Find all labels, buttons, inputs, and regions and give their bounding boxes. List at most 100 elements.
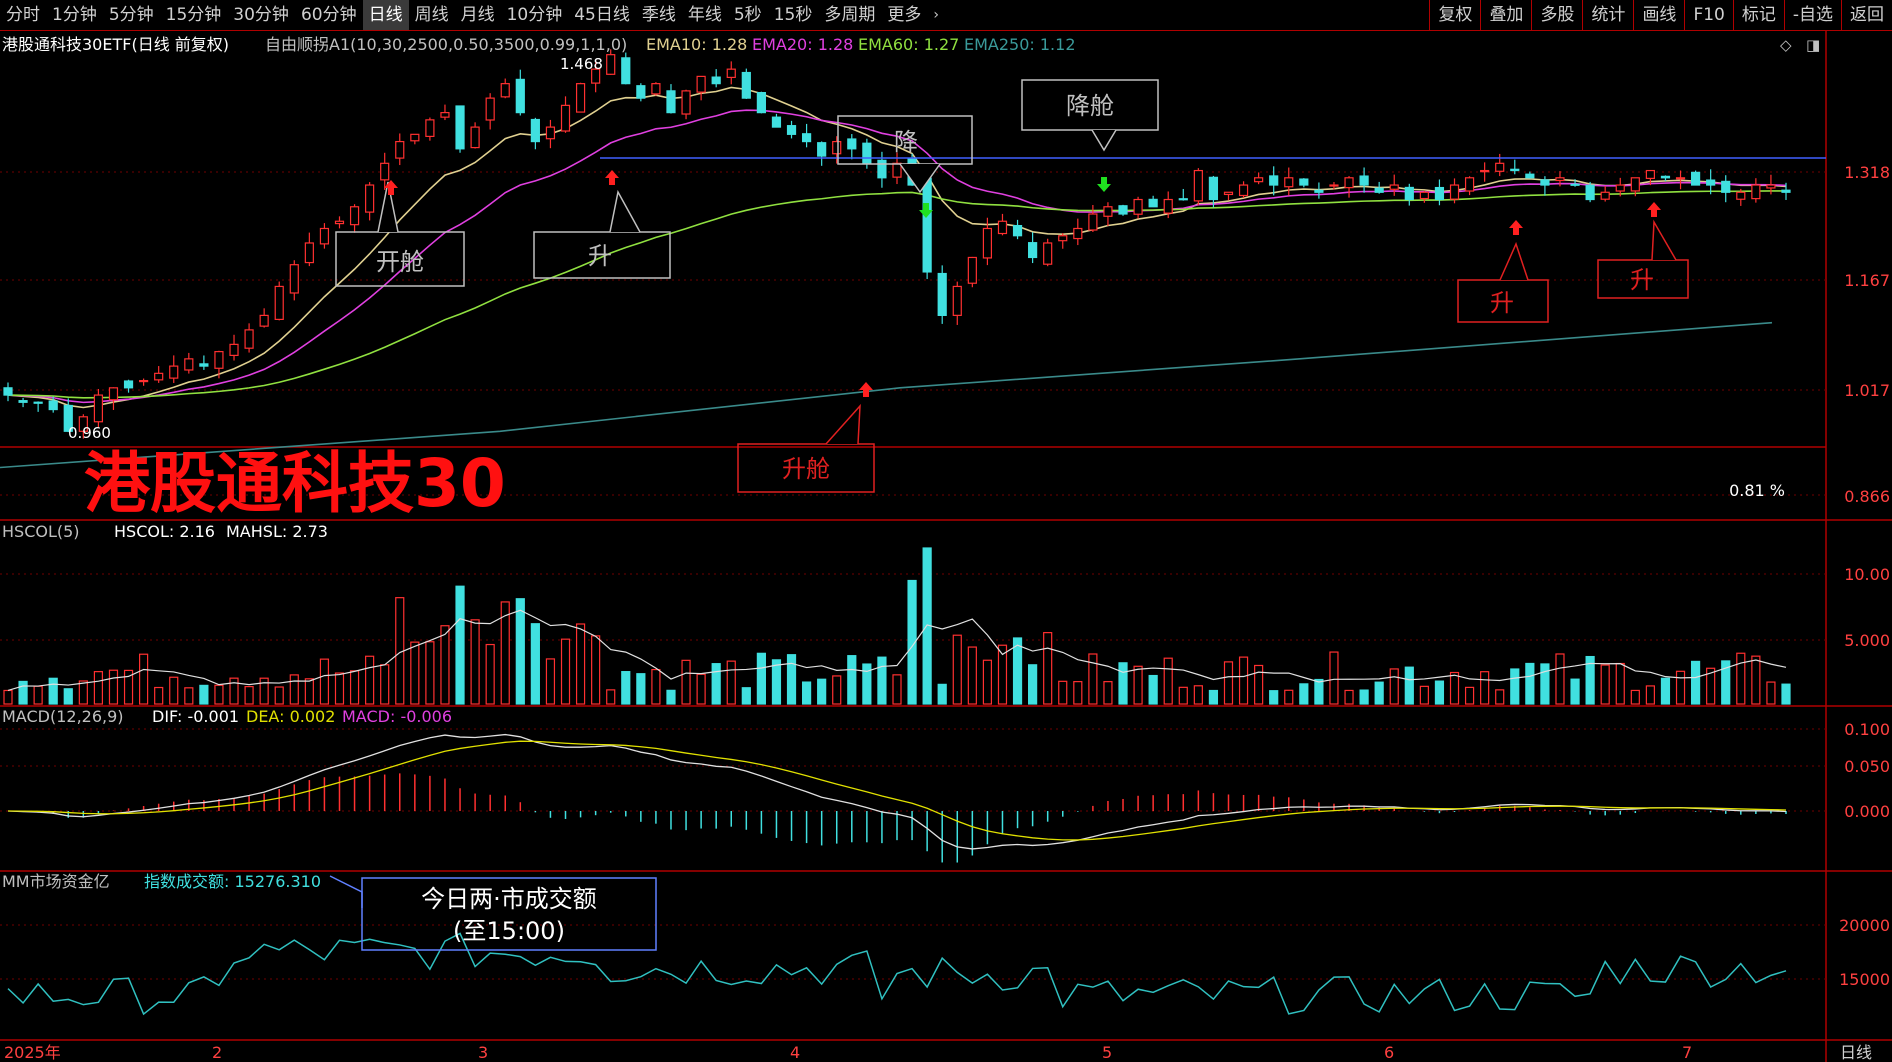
candle-body (139, 379, 149, 383)
price-panel-header: 港股通科技30ETF(日线 前复权) 自由顺拐A1(10,30,2500,0.5… (2, 35, 1076, 54)
fund-callout: 今日两·市成交额 (至15:00) (329, 875, 657, 951)
callout-open: 开舱 (335, 181, 465, 287)
candle-body (1585, 184, 1595, 201)
tab-3[interactable]: 15分钟 (165, 5, 222, 25)
diamond-icon[interactable]: ◇ (1780, 36, 1792, 54)
tab-0[interactable]: 分时 (6, 5, 40, 25)
volume-bar (801, 681, 812, 705)
tool-3[interactable]: 统计 (1582, 0, 1633, 30)
fund-line (7, 932, 1787, 1016)
tool-6[interactable]: 标记 (1732, 0, 1784, 30)
volume-bar (877, 656, 887, 705)
tool-8[interactable]: 返回 (1841, 0, 1892, 30)
tab-13[interactable]: 5秒 (733, 5, 762, 25)
tool-4[interactable]: 画线 (1633, 0, 1684, 30)
chevron-right-icon[interactable]: › (933, 7, 939, 23)
tab-14[interactable]: 15秒 (773, 5, 813, 25)
volume-bar (199, 684, 209, 705)
callout-line1: 今日两·市成交额 (421, 885, 597, 913)
tab-15[interactable]: 多周期 (824, 5, 876, 25)
tab-1[interactable]: 1分钟 (52, 5, 97, 25)
x-label: 4 (790, 1043, 800, 1062)
tool-0[interactable]: 复权 (1429, 0, 1480, 30)
volume-bar (1615, 662, 1625, 705)
candle-body (108, 387, 119, 401)
candle-body (967, 256, 977, 284)
tab-7[interactable]: 周线 (414, 5, 449, 25)
volume-bar (1645, 685, 1655, 705)
volume-bar (139, 653, 149, 705)
price-title: 港股通科技30ETF(日线 前复权) (2, 35, 229, 54)
candle-body (575, 83, 586, 113)
volume-bar (907, 579, 917, 705)
volume-bar (741, 687, 751, 705)
callout-text: 升舱 (782, 455, 830, 483)
callout-text: 降舱 (1066, 92, 1114, 120)
candle-body (952, 285, 962, 316)
candle-body (18, 400, 28, 403)
volume-bar (1675, 670, 1686, 705)
tool-7[interactable]: -自选 (1783, 0, 1841, 30)
y-tick: 15000 (1839, 970, 1890, 989)
callout-reduce: 降舱 (1021, 79, 1159, 152)
volume-bar (93, 671, 104, 705)
candle-body (591, 68, 601, 84)
candle-body (1314, 189, 1324, 193)
tab-9[interactable]: 10分钟 (506, 5, 563, 25)
y-tick: 0.866 (1844, 487, 1890, 506)
volume-bar (1103, 681, 1113, 705)
volume-bar (1464, 686, 1475, 705)
candle-body (1781, 189, 1791, 193)
candle-body (545, 126, 556, 140)
candle-body (380, 162, 390, 181)
callout-text: 升 (1490, 289, 1514, 317)
callout-text: 开舱 (376, 248, 424, 276)
candle-body (1043, 242, 1053, 265)
volume-bar (530, 623, 540, 705)
x-label: 6 (1384, 1043, 1394, 1062)
tool-5[interactable]: F10 (1684, 0, 1732, 30)
volume-bar (1088, 653, 1098, 705)
tool-2[interactable]: 多股 (1531, 0, 1582, 30)
chart-canvas[interactable]: 港股通科技30ETF(日线 前复权) 自由顺拐A1(10,30,2500,0.5… (0, 30, 1892, 1062)
volume-bar (63, 688, 73, 705)
ema10-label: EMA10: 1.28 (646, 35, 747, 54)
candle-body (33, 401, 43, 404)
tab-16[interactable]: 更多 (887, 5, 922, 25)
callout-up1: 升 (533, 189, 671, 279)
candle-body (274, 285, 284, 321)
candle-body (229, 343, 239, 357)
tab-10[interactable]: 45日线 (574, 5, 630, 25)
candle-body (48, 400, 58, 411)
volume-bar (169, 676, 179, 705)
period-label: 日线 (1840, 1043, 1872, 1062)
dif-value: DIF: -0.001 (152, 707, 239, 726)
hscol-value: HSCOL: 2.16 (114, 522, 215, 541)
tab-6[interactable]: 日线 (362, 0, 409, 30)
macd-title: MACD(12,26,9) (2, 707, 124, 726)
volume-bar (244, 686, 254, 705)
tab-4[interactable]: 30分钟 (233, 5, 289, 25)
volume-bar (214, 684, 224, 705)
volume-bar (696, 673, 706, 705)
candle-body (349, 206, 360, 226)
tab-8[interactable]: 月线 (460, 5, 495, 25)
candle-body (470, 126, 480, 149)
tool-1[interactable]: 叠加 (1480, 0, 1531, 30)
candle-body (771, 116, 782, 128)
panel-toggle-icon[interactable]: ◨ (1806, 36, 1820, 54)
tab-2[interactable]: 5分钟 (108, 5, 154, 25)
candle-body (1163, 198, 1173, 214)
tab-5[interactable]: 60分钟 (300, 5, 357, 25)
tab-11[interactable]: 季线 (641, 5, 676, 25)
volume-bar (48, 677, 58, 705)
candle-body (726, 68, 736, 79)
volume-bar (1449, 671, 1460, 705)
volume-bar (1058, 680, 1068, 705)
tab-12[interactable]: 年线 (687, 5, 722, 25)
mahsl-line (7, 609, 1787, 692)
candle-body (1751, 184, 1761, 200)
candle-body (1193, 169, 1203, 202)
candle-body (681, 90, 691, 115)
volume-bar (1269, 690, 1279, 705)
